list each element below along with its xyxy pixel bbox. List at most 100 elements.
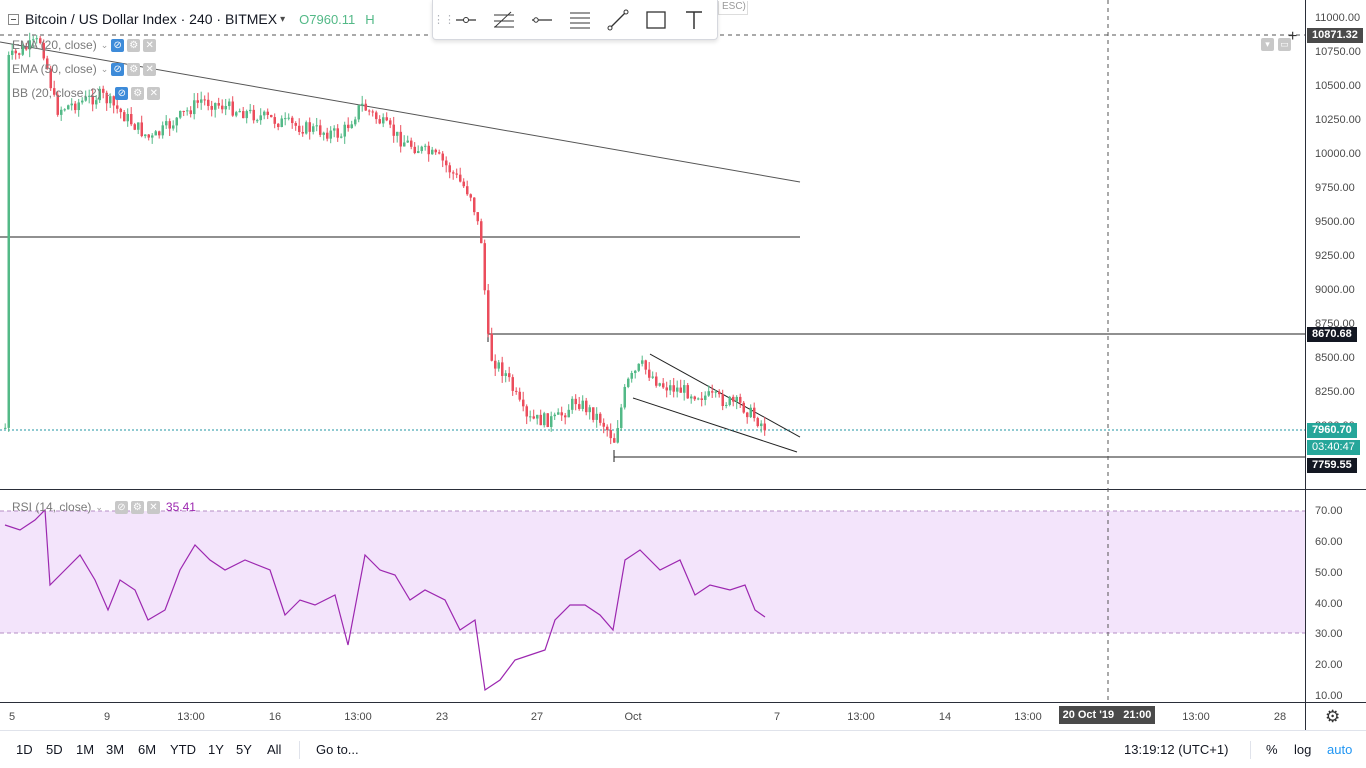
text-icon[interactable] <box>675 1 713 39</box>
rsi-label[interactable]: RSI (14, close) <box>12 500 92 514</box>
maximize-pane-icon[interactable]: ▭ <box>1278 38 1291 51</box>
candle-body <box>305 122 308 134</box>
chevron-down-icon[interactable]: ⌄ <box>100 39 109 50</box>
candle-body <box>270 114 273 118</box>
range-ytd[interactable]: YTD <box>170 742 196 757</box>
rsi-legend[interactable]: RSI (14, close) ⌄ ⊘ ⚙ ✕ 35.41 <box>12 500 196 514</box>
ema50-label[interactable]: EMA (50, close) <box>12 62 97 76</box>
chevron-down-icon[interactable]: ⌄ <box>100 63 109 74</box>
main-pane[interactable] <box>0 0 1305 489</box>
candle-body <box>581 400 584 409</box>
candle-body <box>326 132 329 139</box>
visibility-icon[interactable]: ⊘ <box>114 500 128 514</box>
visibility-icon[interactable]: ⊘ <box>115 86 129 100</box>
auto-toggle[interactable]: auto <box>1327 742 1353 757</box>
range-1d[interactable]: 1D <box>16 742 33 757</box>
bb-label[interactable]: BB (20, close, 2) <box>12 86 101 100</box>
candle-body <box>417 151 420 154</box>
fib-lines-icon[interactable] <box>485 1 523 39</box>
candle-body <box>102 88 105 93</box>
candle-body <box>207 99 210 106</box>
close-icon[interactable]: ✕ <box>146 500 160 514</box>
candle-body <box>60 109 63 115</box>
symbol-legend[interactable]: Bitcoin / US Dollar Index · 240 · BITMEX… <box>8 11 375 27</box>
candle-body <box>452 172 455 174</box>
range-6m[interactable]: 6M <box>138 742 157 757</box>
candle-body <box>592 407 595 420</box>
clock[interactable]: 13:19:12 (UTC+1) <box>1124 742 1229 757</box>
log-toggle[interactable]: log <box>1294 742 1312 757</box>
hidden-hint: ESC) <box>718 1 748 15</box>
candle-body <box>67 105 70 110</box>
candle-body <box>676 387 679 392</box>
settings-gear-icon[interactable]: ⚙ <box>1325 707 1341 726</box>
candle-body <box>739 396 742 403</box>
wedge-upper-line[interactable] <box>649 353 801 438</box>
rectangle-icon[interactable] <box>637 1 675 39</box>
close-icon[interactable]: ✕ <box>143 38 157 52</box>
range-5d[interactable]: 5D <box>46 742 63 757</box>
candle-body <box>627 378 630 387</box>
settings-icon[interactable]: ⚙ <box>127 38 141 52</box>
candle-body <box>648 369 651 378</box>
horizontal-line-icon[interactable] <box>523 1 561 39</box>
trend-line-icon[interactable] <box>599 1 637 39</box>
range-all[interactable]: All <box>267 742 282 757</box>
candle-body <box>319 125 322 135</box>
candle-body <box>504 373 507 376</box>
range-1m[interactable]: 1M <box>76 742 95 757</box>
chevron-down-icon[interactable]: ⌄ <box>95 501 103 512</box>
horizontal-ray-icon[interactable] <box>447 1 485 39</box>
candle-body <box>550 416 553 427</box>
collapse-icon[interactable] <box>8 13 19 25</box>
candle-body <box>368 110 371 112</box>
drawing-toolbar[interactable]: ⋮⋮ <box>432 0 718 40</box>
candle-body <box>126 114 129 122</box>
chart-canvas[interactable] <box>0 0 1366 730</box>
visibility-icon[interactable]: ⊘ <box>111 62 125 76</box>
ema20-label[interactable]: EMA (20, close) <box>12 38 97 52</box>
candle-body <box>413 146 416 154</box>
candle-body <box>525 406 528 417</box>
time-tick: 7 <box>773 711 781 723</box>
time-tick: 9 <box>103 711 111 723</box>
range-3m[interactable]: 3M <box>106 742 125 757</box>
close-icon[interactable]: ✕ <box>147 86 161 100</box>
candle-body <box>753 407 756 419</box>
candle-body <box>77 102 80 111</box>
settings-icon[interactable]: ⚙ <box>127 62 141 76</box>
candle-body <box>392 124 395 136</box>
candle-body <box>235 112 238 116</box>
drag-handle-icon[interactable]: ⋮⋮ <box>433 14 455 26</box>
ema50-legend[interactable]: EMA (50, close) ⌄ ⊘ ⚙ ✕ <box>12 62 157 76</box>
wedge-lower-line[interactable] <box>632 397 798 453</box>
candle-body <box>200 99 203 103</box>
hidden-hint-text: ESC) <box>722 1 746 12</box>
chevron-down-icon[interactable]: ⌄ <box>104 87 113 98</box>
candle-body <box>35 38 38 40</box>
visibility-icon[interactable]: ⊘ <box>111 38 125 52</box>
settings-icon[interactable]: ⚙ <box>130 500 144 514</box>
close-icon[interactable]: ✕ <box>143 62 157 76</box>
candle-body <box>18 53 21 55</box>
range-5y[interactable]: 5Y <box>236 742 252 757</box>
percent-toggle[interactable]: % <box>1266 742 1278 757</box>
candle-body <box>662 383 665 388</box>
settings-icon[interactable]: ⚙ <box>131 86 145 100</box>
candle-body <box>32 39 35 41</box>
goto-button[interactable]: Go to... <box>316 742 359 757</box>
symbol-title[interactable]: Bitcoin / US Dollar Index · 240 · BITMEX <box>25 11 278 27</box>
collapse-pane-icon[interactable]: ▾ <box>1261 38 1274 51</box>
bb-legend[interactable]: BB (20, close, 2) ⌄ ⊘ ⚙ ✕ <box>12 86 161 100</box>
ema20-legend[interactable]: EMA (20, close) ⌄ ⊘ ⚙ ✕ <box>12 38 157 52</box>
candle-body <box>616 427 619 443</box>
parallel-channel-icon[interactable] <box>561 1 599 39</box>
candle-body <box>123 112 126 122</box>
candle-body <box>746 412 749 418</box>
candle-body <box>210 105 213 110</box>
chevron-down-icon[interactable]: ▾ <box>280 13 286 25</box>
range-1y[interactable]: 1Y <box>208 742 224 757</box>
crosshair-price-tag: 10871.32 <box>1307 28 1363 43</box>
open-label: O <box>299 11 310 27</box>
candle-body <box>532 416 535 419</box>
